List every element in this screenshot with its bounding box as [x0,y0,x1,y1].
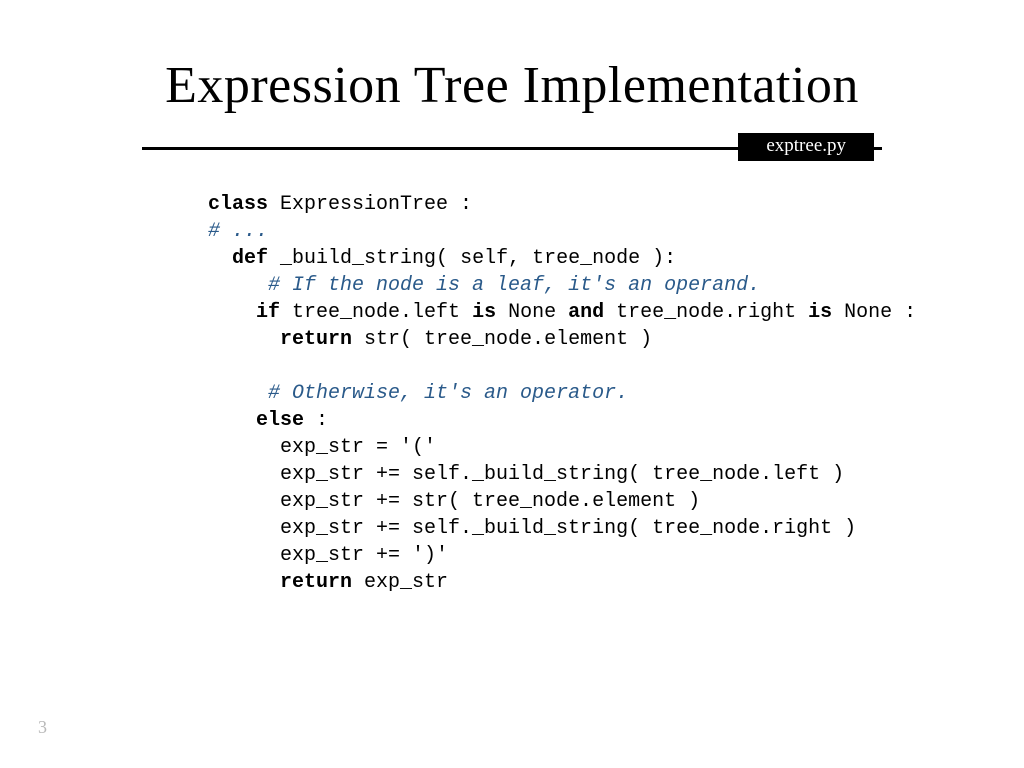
code-comment: # If the node is a leaf, it's an operand… [268,274,760,297]
code-text: tree_node.right [604,301,808,324]
code-comment: # Otherwise, it's an operator. [268,382,628,405]
title-rule-wrap: exptree.py [142,133,882,163]
code-text: exp_str += str( tree_node.element ) [208,490,700,513]
kw-if: if [256,301,280,324]
slide: Expression Tree Implementation exptree.p… [0,0,1024,768]
code-text: exp_str += ')' [208,544,448,567]
code-text: exp_str += self._build_string( tree_node… [208,517,856,540]
slide-title: Expression Tree Implementation [60,56,964,115]
kw-def: def [232,247,268,270]
kw-is: is [808,301,832,324]
code-indent [208,328,280,351]
code-indent [208,409,256,432]
code-text: str( tree_node.element ) [352,328,652,351]
page-number: 3 [38,717,47,738]
kw-and: and [568,301,604,324]
code-text: exp_str = '(' [208,436,436,459]
kw-return: return [280,328,352,351]
code-text: exp_str += self._build_string( tree_node… [208,463,844,486]
kw-class: class [208,193,268,216]
code-text: None [496,301,568,324]
code-comment: # ... [208,220,268,243]
code-indent [208,274,268,297]
code-indent [208,382,268,405]
code-indent [208,571,280,594]
kw-else: else [256,409,304,432]
kw-return: return [280,571,352,594]
code-text: None : [832,301,916,324]
code-indent [208,247,232,270]
code-indent [208,301,256,324]
code-text: _build_string( self, tree_node ): [268,247,676,270]
kw-is: is [472,301,496,324]
code-text: exp_str [352,571,448,594]
code-block: class ExpressionTree : # ... def _build_… [208,191,964,596]
file-label: exptree.py [738,133,874,161]
code-text: : [304,409,328,432]
code-text: tree_node.left [280,301,472,324]
code-text: ExpressionTree : [268,193,472,216]
